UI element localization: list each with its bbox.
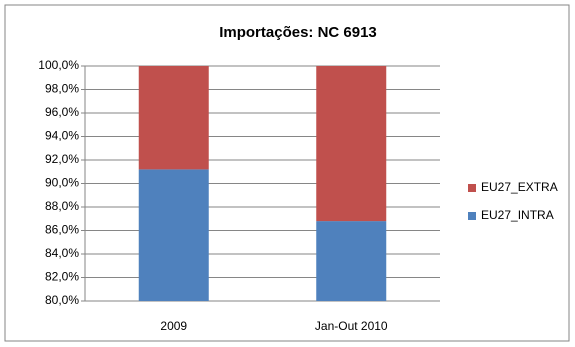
- bar-segment: [138, 169, 209, 301]
- bar-segment: [316, 221, 387, 301]
- y-tick-label: 84,0%: [45, 246, 79, 260]
- legend-label: EU27_EXTRA: [481, 180, 558, 194]
- y-tick-label: 90,0%: [45, 176, 79, 190]
- y-tick-label: 86,0%: [45, 223, 79, 237]
- bar-segment: [316, 66, 387, 222]
- x-tick-label: 2009: [160, 319, 187, 333]
- bar-segment: [138, 66, 209, 170]
- y-tick-label: 98,0%: [45, 82, 79, 96]
- x-tick-label: Jan-Out 2010: [315, 319, 388, 333]
- y-tick-label: 94,0%: [45, 129, 79, 143]
- chart-border: [4, 4, 570, 342]
- y-tick-label: 92,0%: [45, 152, 79, 166]
- chart-title: Importações: NC 6913: [219, 24, 377, 41]
- legend-swatch: [468, 184, 476, 192]
- y-tick-label: 100,0%: [38, 58, 79, 72]
- legend-label: EU27_INTRA: [481, 208, 554, 222]
- y-tick-label: 96,0%: [45, 105, 79, 119]
- y-tick-label: 80,0%: [45, 293, 79, 307]
- legend-swatch: [468, 212, 476, 220]
- y-tick-label: 88,0%: [45, 199, 79, 213]
- y-tick-label: 82,0%: [45, 270, 79, 284]
